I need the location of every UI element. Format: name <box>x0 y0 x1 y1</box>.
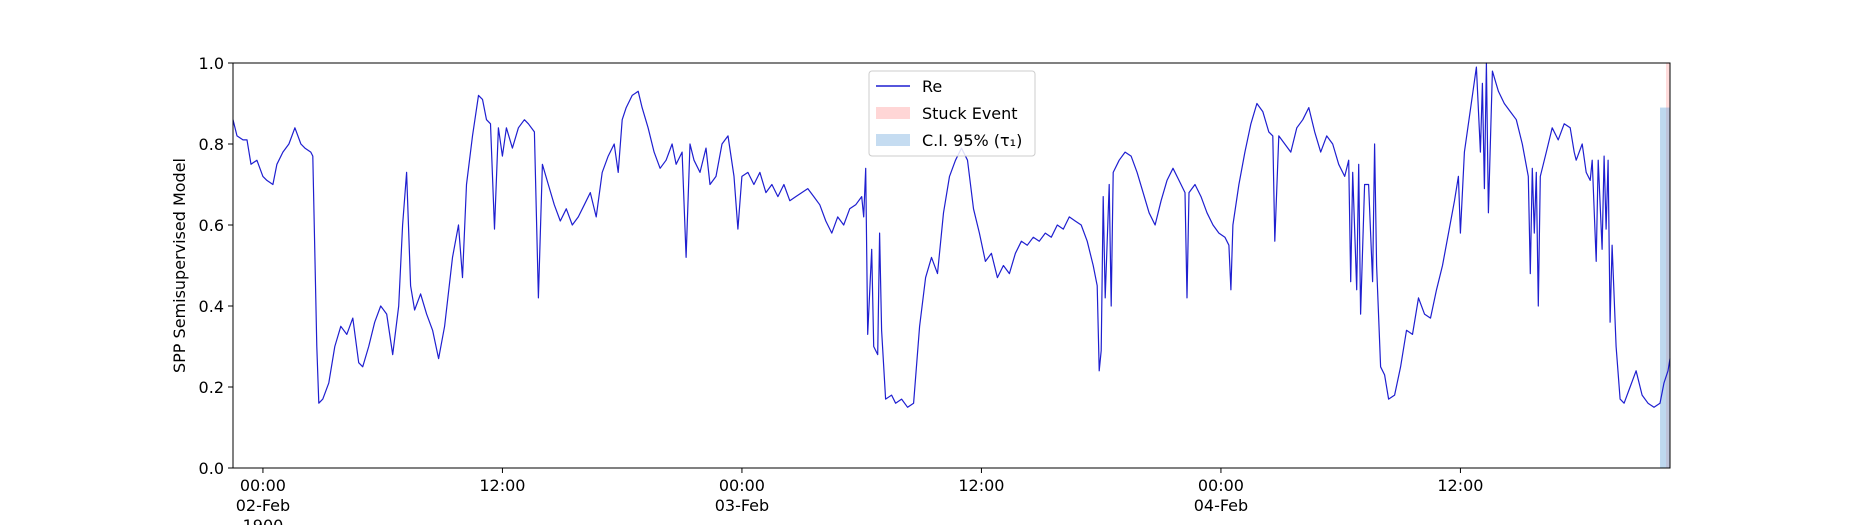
x-tick-label: 00:00 <box>719 476 765 495</box>
y-axis: 0.0 0.2 0.4 0.6 0.8 1.0 <box>199 54 233 478</box>
legend-label: Stuck Event <box>922 104 1018 123</box>
x-tick-label: 02-Feb <box>236 496 290 515</box>
x-tick-label: 00:00 <box>1198 476 1244 495</box>
y-tick-label: 0.8 <box>199 135 224 154</box>
ci-band <box>1660 107 1670 469</box>
legend-swatch-patch <box>876 134 910 146</box>
x-tick-label: 12:00 <box>479 476 525 495</box>
x-tick-label: 12:00 <box>1437 476 1483 495</box>
x-tick-label: 03-Feb <box>715 496 769 515</box>
y-tick-label: 0.0 <box>199 459 224 478</box>
y-axis-label: SPP Semisupervised Model <box>170 158 189 373</box>
x-tick-label: 04-Feb <box>1194 496 1248 515</box>
x-tick-label: 1900 <box>243 516 284 525</box>
legend: Re Stuck Event C.I. 95% (τ₁) <box>868 70 1036 157</box>
y-tick-label: 0.2 <box>199 378 224 397</box>
legend-label: C.I. 95% (τ₁) <box>922 131 1022 150</box>
plot-frame <box>232 62 1671 469</box>
x-axis: 00:0002-Feb190012:0000:0003-Feb12:0000:0… <box>236 468 1483 525</box>
y-tick-label: 0.4 <box>199 297 224 316</box>
legend-box <box>868 70 1036 157</box>
legend-swatch-patch <box>876 107 910 119</box>
stuck-event-band <box>1666 63 1670 468</box>
y-tick-label: 0.6 <box>199 216 224 235</box>
legend-label: Re <box>922 77 942 96</box>
x-tick-label: 00:00 <box>240 476 286 495</box>
x-tick-label: 12:00 <box>958 476 1004 495</box>
series-line-re <box>232 62 1671 408</box>
y-tick-label: 1.0 <box>199 54 224 73</box>
plot-area <box>232 62 1671 469</box>
